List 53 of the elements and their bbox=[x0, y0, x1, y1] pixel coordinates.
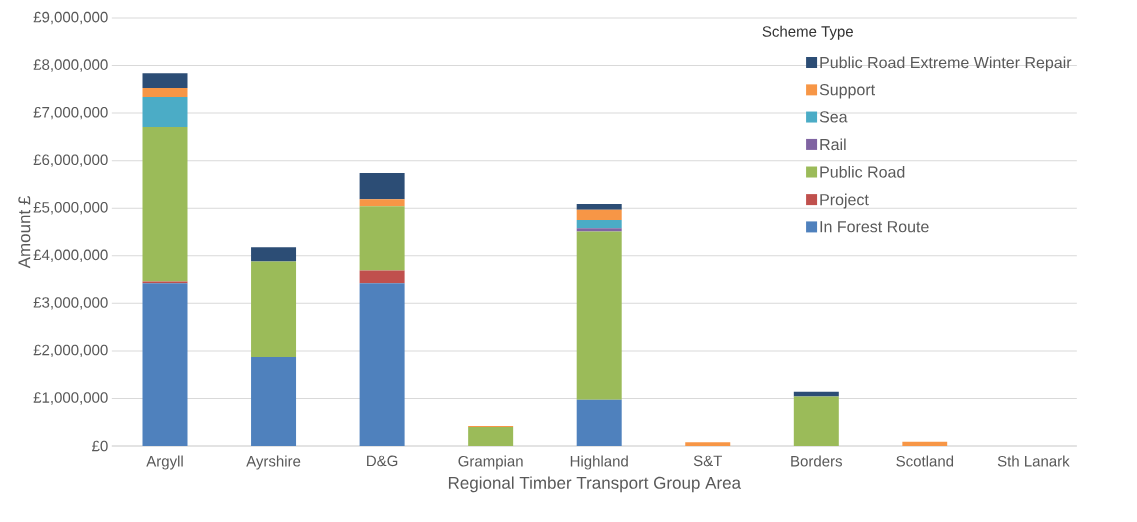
legend-label: Public Road Extreme Winter Repair bbox=[820, 56, 1072, 72]
bar bbox=[576, 220, 622, 229]
legend-label: In Forest Route bbox=[820, 221, 929, 233]
y-tick-label: £1,000,000 bbox=[33, 392, 108, 405]
x-tick-label: S&T bbox=[693, 455, 722, 467]
legend-label: Sea bbox=[819, 111, 848, 123]
bar bbox=[576, 209, 622, 221]
legend-label: Project bbox=[820, 193, 869, 209]
x-tick-label: Scotland bbox=[896, 455, 954, 467]
bar bbox=[359, 199, 405, 207]
bar bbox=[142, 283, 188, 446]
bar bbox=[142, 87, 188, 97]
bar bbox=[142, 73, 188, 88]
legend-label: Public Road bbox=[820, 165, 905, 178]
bar bbox=[359, 270, 405, 284]
legend-label: Rail bbox=[820, 138, 846, 151]
y-tick-label: £0 bbox=[92, 440, 108, 452]
bar bbox=[576, 399, 622, 446]
bar bbox=[142, 126, 188, 282]
y-tick-label: £3,000,000 bbox=[33, 297, 108, 310]
bar bbox=[142, 96, 188, 127]
bar bbox=[359, 206, 405, 271]
y-tick-label: £5,000,000 bbox=[33, 202, 108, 215]
bar bbox=[902, 441, 948, 446]
x-tick-label: Ayrshire bbox=[246, 455, 301, 470]
y-tick-label: £2,000,000 bbox=[33, 344, 108, 358]
bar bbox=[251, 247, 297, 262]
y-tick-label: £9,000,000 bbox=[33, 11, 108, 25]
x-tick-label: Grampian bbox=[458, 455, 523, 470]
bar bbox=[251, 357, 297, 446]
x-tick-label: Argyll bbox=[146, 455, 183, 470]
bar bbox=[359, 283, 405, 446]
bar bbox=[793, 391, 839, 397]
y-tick-label: £8,000,000 bbox=[33, 59, 108, 72]
x-tick-label: Borders bbox=[791, 455, 843, 467]
bar bbox=[576, 228, 622, 232]
y-tick-label: £6,000,000 bbox=[33, 154, 108, 167]
bar bbox=[576, 231, 622, 400]
y-tick-label: £4,000,000 bbox=[33, 249, 108, 262]
legend-title: Scheme Type bbox=[762, 25, 853, 40]
x-tick-label: Sth Lanark bbox=[997, 455, 1070, 467]
bar bbox=[685, 442, 731, 446]
bar bbox=[576, 203, 622, 210]
bar bbox=[359, 173, 405, 200]
x-tick-label: D&G bbox=[367, 455, 398, 467]
x-tick-label: Highland bbox=[570, 455, 628, 470]
legend-label: Support bbox=[819, 84, 875, 99]
y-axis-title: Amount £ bbox=[18, 195, 31, 269]
bar bbox=[251, 261, 297, 358]
bar bbox=[793, 396, 839, 446]
x-axis-title: Regional Timber Transport Group Area bbox=[448, 476, 742, 493]
bar bbox=[468, 426, 514, 446]
y-tick-label: £7,000,000 bbox=[33, 106, 108, 120]
